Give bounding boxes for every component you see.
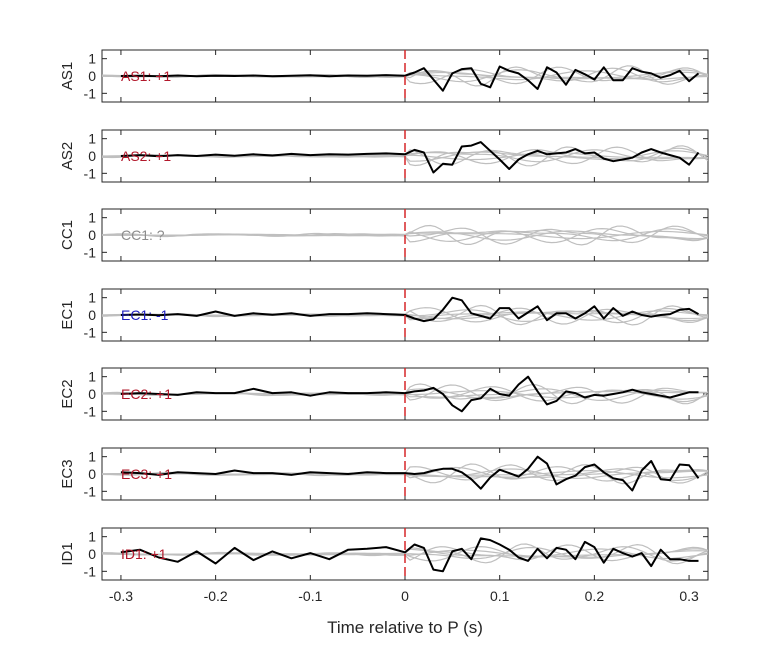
y-tick-label: -1 <box>84 563 97 579</box>
y-tick-label: -1 <box>84 244 97 260</box>
panel-ec3-polarity-label: EC3: +1 <box>121 466 172 482</box>
panel-ec1-trace <box>120 296 699 323</box>
y-tick-label: 0 <box>88 466 96 482</box>
x-tick-label: 0 <box>401 588 409 604</box>
y-tick-label: 0 <box>88 227 96 243</box>
panel-ec2-ylabel: EC2 <box>59 379 76 408</box>
x-tick-label: -0.3 <box>109 588 133 604</box>
x-tick-label: 0.1 <box>490 588 510 604</box>
panel-ec2-polarity-label: EC2: +1 <box>121 386 172 402</box>
y-tick-label: 0 <box>88 386 96 402</box>
x-tick-label: 0.2 <box>585 588 605 604</box>
panel-ec3-trace <box>120 455 700 492</box>
x-tick-label: -0.1 <box>298 588 322 604</box>
y-tick-label: 0 <box>88 148 96 164</box>
panel-as2-polarity-label: AS2: +1 <box>121 148 171 164</box>
y-tick-label: -1 <box>84 403 97 419</box>
y-tick-label: 1 <box>88 290 96 306</box>
panel-cc1-polarity-label: CC1: ? <box>121 227 165 243</box>
y-tick-label: 0 <box>88 68 96 84</box>
y-tick-label: -1 <box>84 324 97 340</box>
panel-id1-ylabel: ID1 <box>59 542 76 565</box>
x-axis-label: Time relative to P (s) <box>327 618 483 637</box>
panel-id1-trace <box>120 537 699 573</box>
panel-ec2-trace <box>120 375 699 413</box>
panel-cc1-ylabel: CC1 <box>59 220 76 250</box>
panel-as1-trace <box>120 65 700 92</box>
x-tick-label: 0.3 <box>679 588 699 604</box>
y-tick-label: 0 <box>88 307 96 323</box>
y-tick-label: 1 <box>88 210 96 226</box>
y-tick-label: -1 <box>84 85 97 101</box>
panel-ec1-ylabel: EC1 <box>59 300 76 329</box>
x-tick-label: -0.2 <box>204 588 228 604</box>
panel-as2-trace <box>120 141 700 174</box>
panel-as2-ylabel: AS2 <box>59 142 76 170</box>
panel-as1-ylabel: AS1 <box>59 62 76 90</box>
y-tick-label: 1 <box>88 51 96 67</box>
panel-as1-polarity-label: AS1: +1 <box>121 68 171 84</box>
y-tick-label: 1 <box>88 369 96 385</box>
y-tick-label: -1 <box>84 165 97 181</box>
panel-ec3-ylabel: EC3 <box>59 459 76 488</box>
panel-id1-polarity-label: ID1: +1 <box>121 546 167 562</box>
y-tick-label: 1 <box>88 529 96 545</box>
y-tick-label: 1 <box>88 449 96 465</box>
panel-ec1-polarity-label: EC1: -1 <box>121 307 169 323</box>
y-tick-label: 1 <box>88 131 96 147</box>
y-tick-label: -1 <box>84 483 97 499</box>
y-tick-label: 0 <box>88 546 96 562</box>
